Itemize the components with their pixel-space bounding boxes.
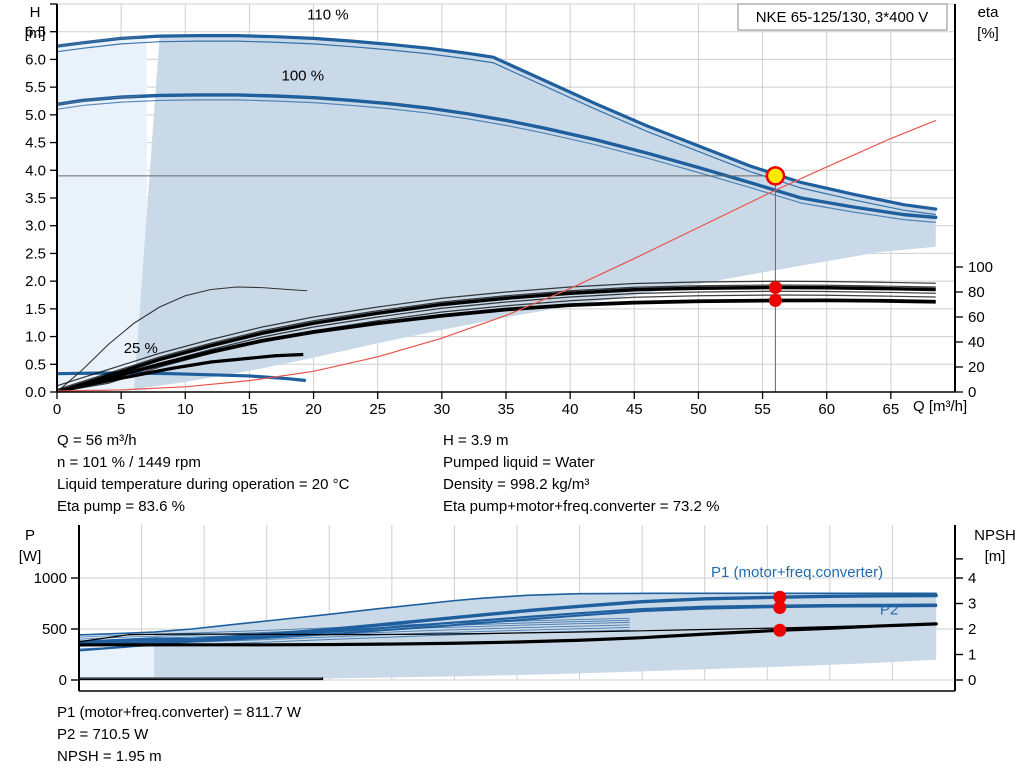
top-curve-label-0: 110 % <box>307 7 348 24</box>
svg-text:20: 20 <box>305 401 322 415</box>
svg-text:30: 30 <box>434 401 451 415</box>
svg-text:0: 0 <box>59 672 67 689</box>
svg-text:1.5: 1.5 <box>25 301 46 318</box>
svg-text:0: 0 <box>968 672 976 689</box>
svg-text:2.5: 2.5 <box>25 245 46 262</box>
svg-text:100: 100 <box>968 259 993 276</box>
svg-text:35: 35 <box>498 401 515 415</box>
head-efficiency-chart: 0 5 10 15 20 25 30 35 40 45 50 55 60 65 0.0 0.5 1.0 1.5 2.… <box>25 3 1000 415</box>
svg-text:1: 1 <box>968 647 976 664</box>
svg-text:0.0: 0.0 <box>25 384 46 401</box>
svg-text:6.5: 6.5 <box>25 24 46 41</box>
svg-text:4: 4 <box>968 570 976 587</box>
envelope-main-region <box>134 35 936 390</box>
top-curve-labels: 110 % 100 % 25 % <box>124 7 349 358</box>
svg-text:3: 3 <box>968 596 976 613</box>
svg-text:45: 45 <box>626 401 643 415</box>
bottom-curve-labels: P1 (motor+freq.converter) P2 <box>711 564 898 619</box>
svg-text:6.0: 6.0 <box>25 51 46 68</box>
svg-text:80: 80 <box>968 284 985 301</box>
svg-text:0: 0 <box>53 401 61 415</box>
svg-text:2: 2 <box>968 621 976 638</box>
svg-text:20: 20 <box>968 359 985 376</box>
svg-text:1.0: 1.0 <box>25 329 46 346</box>
bottom-right-axis-name: NPSH <box>974 527 1016 544</box>
power-npsh-chart: 0 500 1000 0 1 2 3 4 P [W] NPSH [m] P1 (motor+f… <box>19 525 1016 692</box>
top-envelope-group <box>57 35 936 392</box>
svg-text:4.0: 4.0 <box>25 162 46 179</box>
svg-text:40: 40 <box>968 334 985 351</box>
info-bottom-block: P1 (motor+freq.converter) = 811.7 W P2 =… <box>57 702 301 768</box>
info-left-line-1: n = 101 % / 1449 rpm <box>57 454 201 471</box>
info-right-block: H = 3.9 m Pumped liquid = Water Density … <box>443 430 719 518</box>
svg-text:1000: 1000 <box>34 570 67 587</box>
top-curve-label-1: 100 % <box>282 67 325 84</box>
svg-text:0.5: 0.5 <box>25 356 46 373</box>
info-left-line-3: Eta pump = 83.6 % <box>57 498 185 515</box>
info-left-line-2: Liquid temperature during operation = 20… <box>57 476 350 493</box>
info-right-line-2: Density = 998.2 kg/m³ <box>443 476 590 493</box>
bottom-curve-label-1: P2 <box>880 602 898 619</box>
svg-text:15: 15 <box>241 401 258 415</box>
model-title-box: NKE 65-125/130, 3*400 V <box>737 3 948 31</box>
svg-text:40: 40 <box>562 401 579 415</box>
bottom-duty-markers <box>773 590 787 637</box>
svg-text:5.5: 5.5 <box>25 79 46 96</box>
top-right-axis-unit: [%] <box>977 25 999 42</box>
bottom-left-axis-name: P <box>25 527 35 544</box>
svg-text:3.0: 3.0 <box>25 218 46 235</box>
top-left-axis-name: H <box>30 4 41 21</box>
svg-text:2.0: 2.0 <box>25 273 46 290</box>
top-curve-group <box>57 33 938 392</box>
svg-text:60: 60 <box>818 401 835 415</box>
svg-text:10: 10 <box>177 401 194 415</box>
info-right-line-1: Pumped liquid = Water <box>443 454 595 471</box>
bottom-curve-label-0: P1 (motor+freq.converter) <box>711 564 883 581</box>
svg-text:3.5: 3.5 <box>25 190 46 207</box>
model-title-label: NKE 65-125/130, 3*400 V <box>756 9 929 26</box>
bottom-axis-ticks: 0 500 1000 0 1 2 3 4 <box>34 558 976 689</box>
bottom-curve-group <box>79 592 938 681</box>
info-bottom-line-1: P2 = 710.5 W <box>57 726 149 743</box>
svg-text:60: 60 <box>968 309 985 326</box>
top-duty-markers <box>765 166 786 307</box>
svg-text:5.0: 5.0 <box>25 107 46 124</box>
top-right-axis-name: eta <box>978 4 1000 21</box>
svg-text:0: 0 <box>968 384 976 401</box>
top-left-axis-unit: [m] <box>25 25 46 42</box>
info-left-block: Q = 56 m³/h n = 101 % / 1449 rpm Liquid … <box>57 430 349 518</box>
svg-text:50: 50 <box>690 401 707 415</box>
info-bottom-line-2: NPSH = 1.95 m <box>57 748 162 765</box>
svg-text:25: 25 <box>369 401 386 415</box>
bottom-envelope-main <box>154 593 937 680</box>
svg-text:55: 55 <box>754 401 771 415</box>
info-right-line-0: H = 3.9 m <box>443 432 509 449</box>
bottom-left-axis-unit: [W] <box>19 548 42 565</box>
info-bottom-line-0: P1 (motor+freq.converter) = 811.7 W <box>57 704 301 721</box>
svg-text:65: 65 <box>883 401 900 415</box>
svg-text:500: 500 <box>42 621 67 638</box>
info-right-line-3: Eta pump+motor+freq.converter = 73.2 % <box>443 498 720 515</box>
top-axis-ticks: 0 5 10 15 20 25 30 35 40 45 50 55 60 65 0.0 0.5 1.0 1.5 2.… <box>25 3 993 415</box>
envelope-light-region <box>57 36 147 392</box>
svg-text:5: 5 <box>117 401 125 415</box>
top-x-axis-name: Q [m³/h] <box>913 398 967 415</box>
bottom-right-axis-unit: [m] <box>985 548 1006 565</box>
svg-text:4.5: 4.5 <box>25 135 46 152</box>
info-left-line-0: Q = 56 m³/h <box>57 432 137 449</box>
top-curve-label-2: 25 % <box>124 340 158 357</box>
